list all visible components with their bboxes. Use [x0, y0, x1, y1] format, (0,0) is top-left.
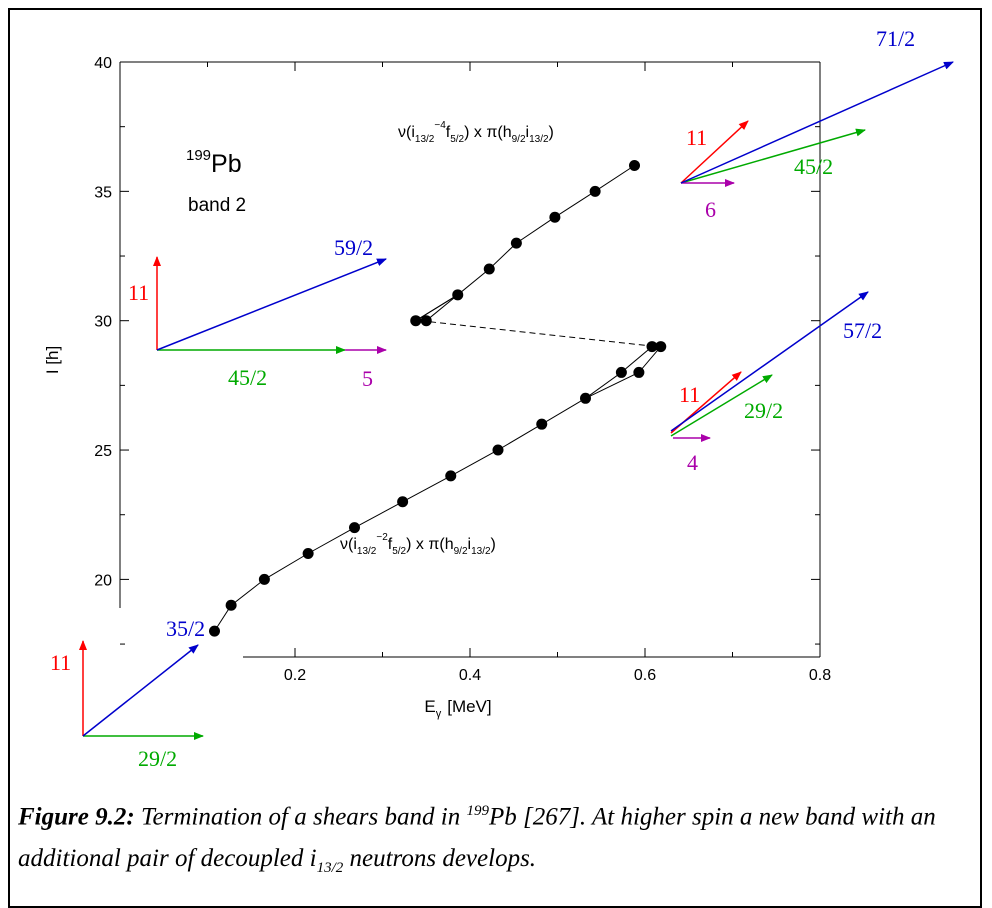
series-line	[415, 294, 459, 322]
x-tick-label: 0.8	[809, 667, 831, 684]
vector-label: 11	[686, 125, 707, 150]
caption-text: Pb [267]. At higher spin a new band with…	[18, 803, 936, 873]
vector-diagram-3: 11 29/2 4 57/2	[670, 291, 882, 475]
data-point	[410, 315, 422, 327]
vector-diagram-4: 11 45/2 6 71/2	[680, 26, 954, 222]
vector-blue	[156, 258, 387, 351]
vector-label: 57/2	[843, 318, 882, 343]
transition-dashed-line	[420, 320, 657, 348]
nucleus-label: 199Pb	[186, 147, 242, 178]
series-line	[585, 372, 622, 399]
data-point	[615, 366, 627, 378]
data-point	[492, 444, 504, 456]
vector-blue	[680, 61, 954, 184]
series-points	[209, 159, 667, 637]
vector-label: 4	[687, 450, 698, 475]
vector-label: 29/2	[138, 746, 177, 771]
caption-subscript: 13/2	[316, 860, 344, 877]
data-point	[510, 237, 522, 249]
config-upper-label: ν(i13/2−4f5/2) x π(h9/2i13/2)	[398, 120, 554, 145]
series-line	[214, 346, 662, 632]
vector-label: 45/2	[228, 365, 267, 390]
vector-label: 11	[128, 280, 149, 305]
data-point	[209, 625, 220, 637]
series-line	[621, 346, 653, 373]
y-tick-label: 20	[94, 572, 112, 589]
figure-number: Figure 9.2:	[18, 803, 135, 831]
config-lower-label: ν(i13/2−2f5/2) x π(h9/2i13/2)	[340, 532, 496, 557]
caption-text: Termination of a shears band in	[134, 803, 467, 831]
x-tick-label: 0.6	[634, 667, 656, 684]
data-point	[589, 185, 601, 197]
vector-blue	[82, 644, 199, 737]
vector-label: 11	[50, 650, 71, 675]
vector-label: 35/2	[166, 616, 205, 641]
vector-red	[680, 120, 749, 184]
data-point	[629, 159, 640, 171]
vector-label: 29/2	[744, 398, 783, 423]
x-tick-label: 0.4	[459, 667, 481, 684]
vector-diagram-1: 11 29/2 35/2	[50, 616, 205, 771]
y-tick-label: 35	[94, 184, 112, 201]
caption-isotope-mass: 199	[466, 803, 489, 819]
vector-green	[680, 128, 866, 184]
y-tick-label: 30	[94, 314, 112, 331]
series-lines	[214, 165, 662, 632]
series-line	[415, 165, 635, 322]
data-point	[483, 263, 495, 275]
data-point	[452, 289, 464, 301]
y-tick-label: 40	[94, 55, 112, 72]
data-point	[225, 599, 237, 611]
vector-diagram-2: 11 45/2 5 59/2	[128, 235, 387, 391]
vector-label: 59/2	[334, 235, 373, 260]
y-axis-label: I [h]	[43, 346, 62, 374]
y-tick-labels: 20 25 30 35 40	[94, 55, 112, 589]
data-point	[349, 522, 360, 534]
vector-label: 45/2	[794, 154, 833, 179]
vector-label: 11	[679, 382, 700, 407]
y-tick-label: 25	[94, 443, 112, 460]
vector-label: 5	[362, 366, 373, 391]
x-axis-label: Eγ [MeV]	[424, 697, 491, 720]
data-point	[302, 548, 314, 560]
series-line	[425, 294, 459, 322]
vector-label: 71/2	[876, 26, 915, 51]
vector-green	[670, 374, 773, 437]
data-point	[445, 470, 457, 482]
data-point	[646, 341, 658, 353]
data-point	[397, 496, 409, 508]
data-point	[549, 211, 561, 223]
axis-ticks	[120, 61, 821, 657]
data-point	[258, 573, 270, 585]
band-label: band 2	[188, 195, 246, 216]
x-tick-label: 0.2	[284, 667, 306, 684]
figure-caption: Figure 9.2: Termination of a shears band…	[18, 790, 968, 889]
data-point	[420, 315, 432, 327]
vector-label: 6	[705, 197, 716, 222]
data-point	[580, 392, 591, 404]
data-point	[633, 366, 645, 378]
data-point	[655, 341, 667, 353]
data-point	[536, 418, 548, 430]
vector-blue	[670, 291, 869, 432]
x-tick-labels: 0.2 0.4 0.6 0.8	[284, 667, 831, 684]
caption-text: neutrons develops.	[343, 845, 537, 873]
